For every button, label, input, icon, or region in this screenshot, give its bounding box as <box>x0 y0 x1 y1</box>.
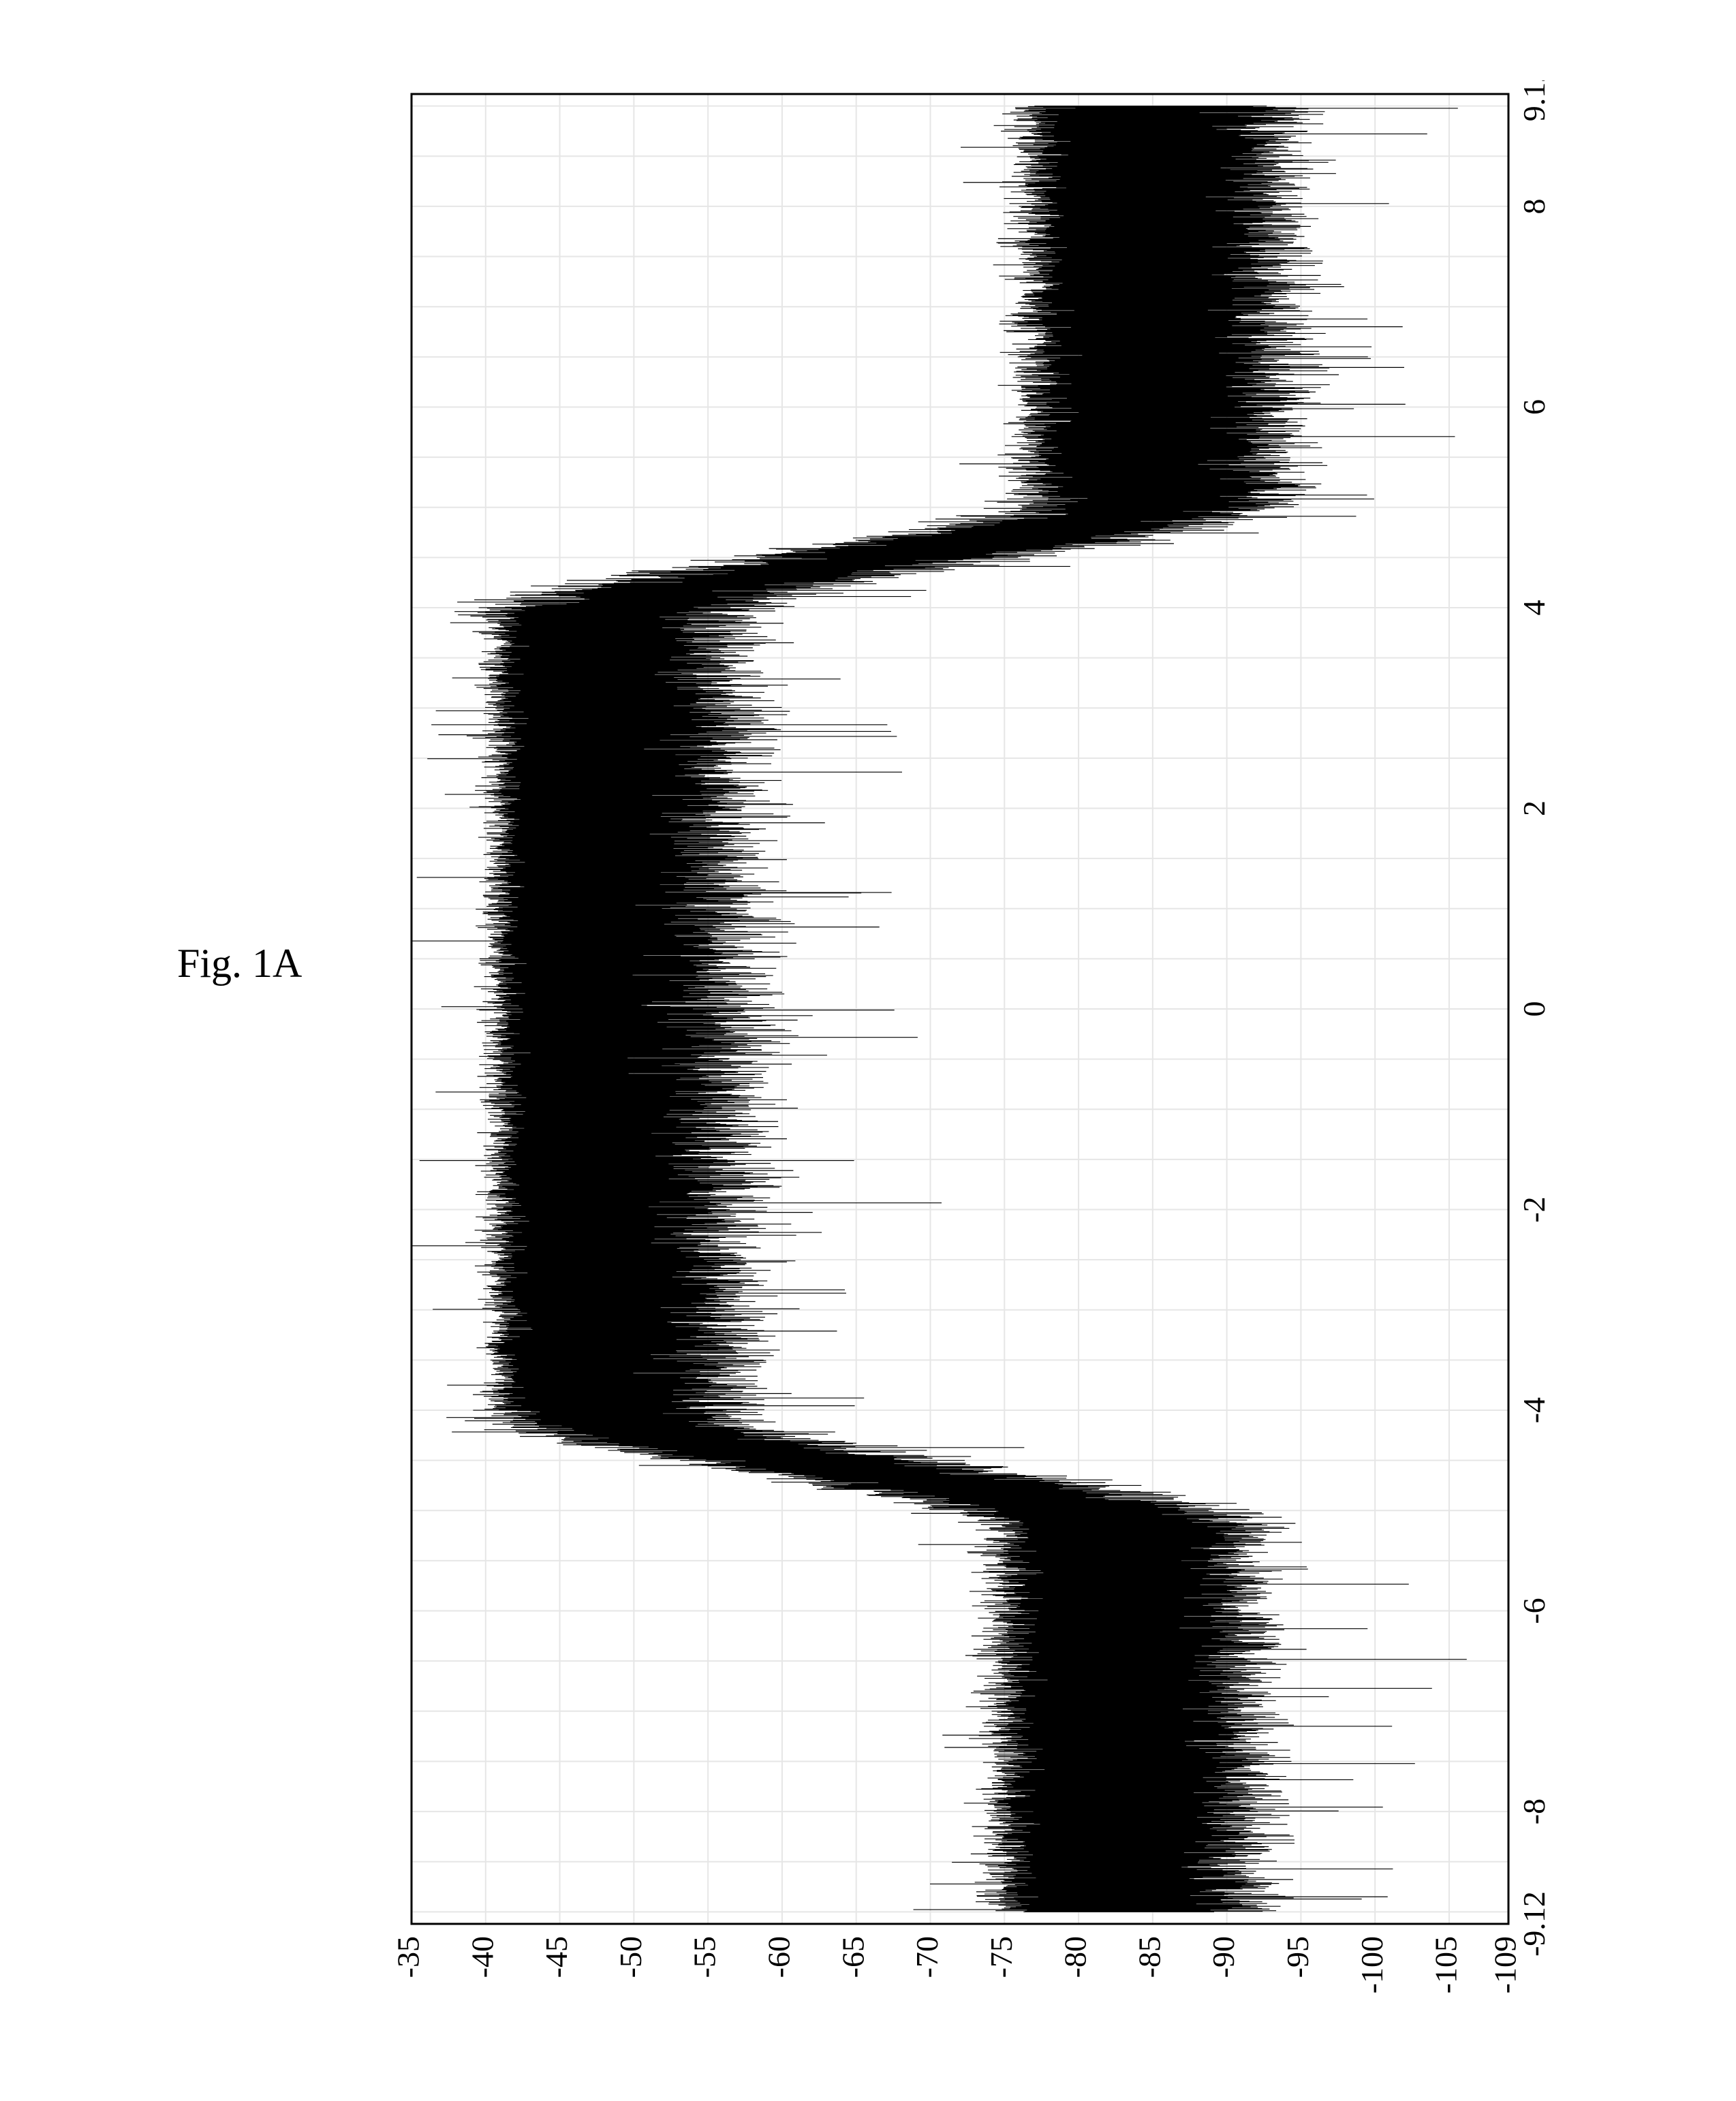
y-tick-label: -40 <box>465 1936 499 1978</box>
figure-wrap: Fig. 1A -35-40-45-50-55-60-65-70-75-80-8… <box>0 0 1736 2101</box>
y-tick-label: -100 <box>1354 1936 1389 1993</box>
y-tick-label: -35 <box>398 1936 426 1978</box>
y-tick-label: -85 <box>1132 1936 1166 1978</box>
x-tick-label: 9.12 <box>1517 80 1551 121</box>
y-tick-label: -105 <box>1429 1936 1463 1993</box>
x-tick-label: -4 <box>1517 1397 1551 1423</box>
x-tick-label: -8 <box>1517 1799 1551 1824</box>
y-tick-label: -70 <box>910 1936 944 1978</box>
y-tick-label: -80 <box>1058 1936 1093 1978</box>
x-tick-label: 6 <box>1517 399 1551 415</box>
figure-title: Fig. 1A <box>177 940 302 987</box>
x-tick-label: 2 <box>1517 800 1551 816</box>
y-tick-label: -95 <box>1280 1936 1315 1978</box>
y-tick-label: -65 <box>835 1936 870 1978</box>
plot-svg: -35-40-45-50-55-60-65-70-75-80-85-90-95-… <box>398 80 1570 2006</box>
y-tick-label: -90 <box>1206 1936 1241 1978</box>
y-tick-label: -50 <box>613 1936 648 1978</box>
x-tick-label: 8 <box>1517 198 1551 214</box>
x-tick-label: 4 <box>1517 600 1551 615</box>
x-tick-label: -2 <box>1517 1196 1551 1222</box>
x-tick-label: -9.12 <box>1517 1891 1551 1957</box>
x-tick-label: -6 <box>1517 1598 1551 1623</box>
y-tick-label: -60 <box>761 1936 796 1978</box>
x-tick-label: 0 <box>1517 1001 1551 1017</box>
y-tick-label: -45 <box>539 1936 574 1978</box>
y-tick-label: -75 <box>984 1936 1019 1978</box>
y-tick-label: -55 <box>687 1936 722 1978</box>
plot-host: -35-40-45-50-55-60-65-70-75-80-85-90-95-… <box>398 80 1570 2006</box>
